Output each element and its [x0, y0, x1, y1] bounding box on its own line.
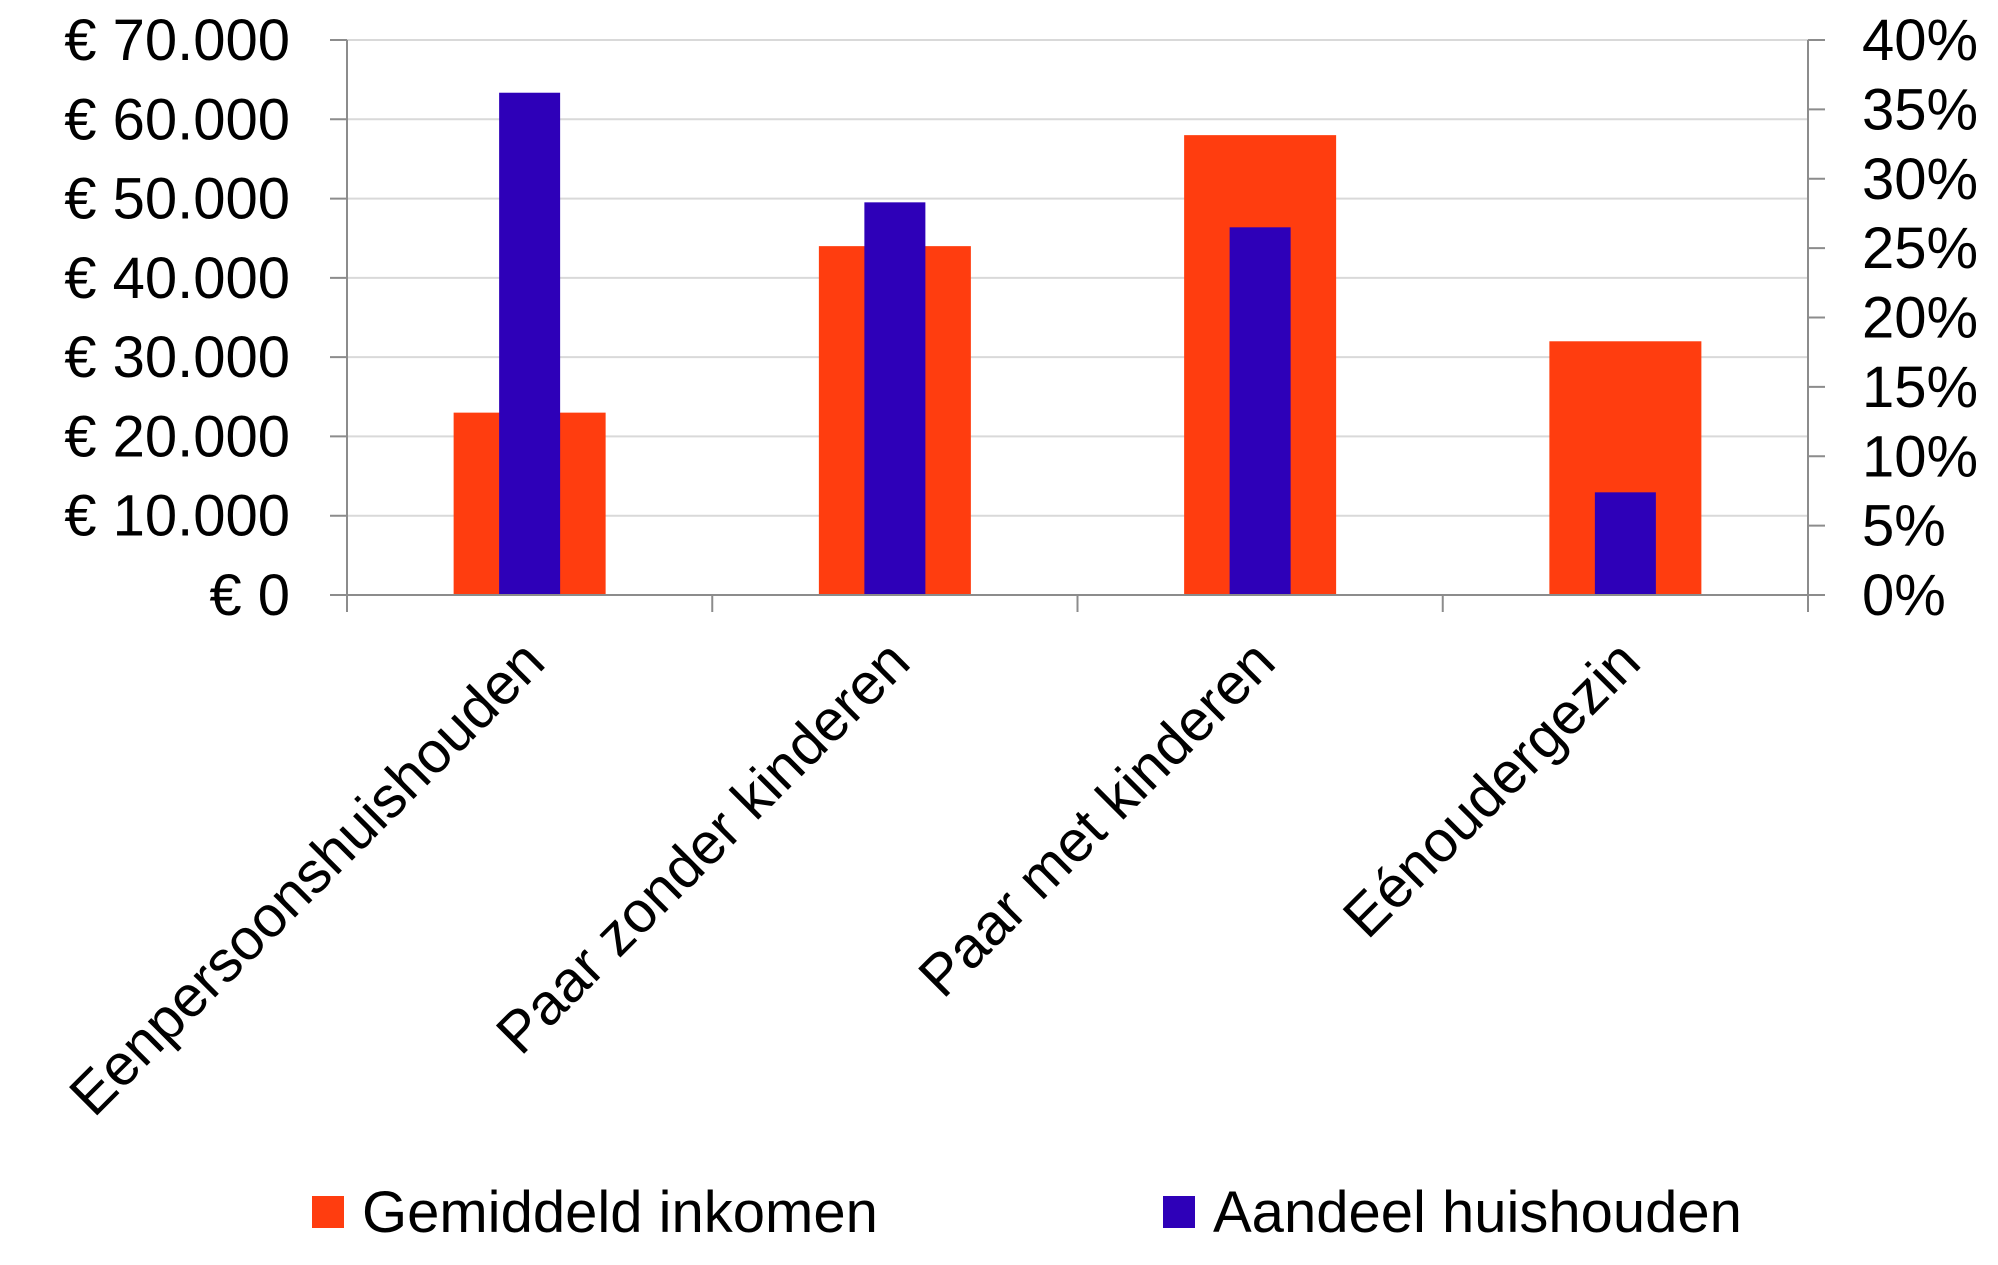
- legend-swatch: [312, 1196, 344, 1228]
- y-left-tick-label: € 0: [209, 563, 290, 628]
- x-tick-label: Paar zonder kinderen: [484, 628, 922, 1066]
- y-left-tick-label: € 20.000: [64, 404, 290, 469]
- y-right-tick-label: 40%: [1862, 8, 1978, 73]
- y-right-tick-label: 5%: [1862, 494, 1946, 559]
- y-right-tick-label: 10%: [1862, 424, 1978, 489]
- x-tick-label: Paar met kinderen: [906, 628, 1287, 1009]
- y-right-tick-label: 15%: [1862, 355, 1978, 420]
- y-right-tick-label: 25%: [1862, 216, 1978, 281]
- bar-aandeel-huishouden: [499, 92, 561, 595]
- y-right-tick-label: 0%: [1862, 563, 1946, 628]
- legend-swatch: [1163, 1196, 1195, 1228]
- bar-aandeel-huishouden: [1229, 227, 1291, 595]
- bar-aandeel-huishouden: [1594, 492, 1656, 595]
- x-tick-label: Eénoudergezin: [1331, 628, 1653, 950]
- y-right-tick-label: 35%: [1862, 77, 1978, 142]
- legend-label: Gemiddeld inkomen: [362, 1180, 878, 1245]
- y-left-tick-label: € 10.000: [64, 484, 290, 549]
- y-left-tick-label: € 50.000: [64, 167, 290, 232]
- y-right-tick-label: 20%: [1862, 286, 1978, 351]
- y-right-tick-label: 30%: [1862, 147, 1978, 212]
- y-left-tick-label: € 70.000: [64, 8, 290, 73]
- legend-label: Aandeel huishouden: [1213, 1180, 1742, 1245]
- legend-item: Gemiddeld inkomen: [312, 1180, 878, 1245]
- x-tick-label: Eenpersoonshuishouden: [57, 628, 557, 1128]
- y-left-tick-label: € 60.000: [64, 87, 290, 152]
- y-left-tick-label: € 40.000: [64, 246, 290, 311]
- legend-item: Aandeel huishouden: [1163, 1180, 1742, 1245]
- y-left-tick-label: € 30.000: [64, 325, 290, 390]
- bar-aandeel-huishouden: [864, 202, 926, 595]
